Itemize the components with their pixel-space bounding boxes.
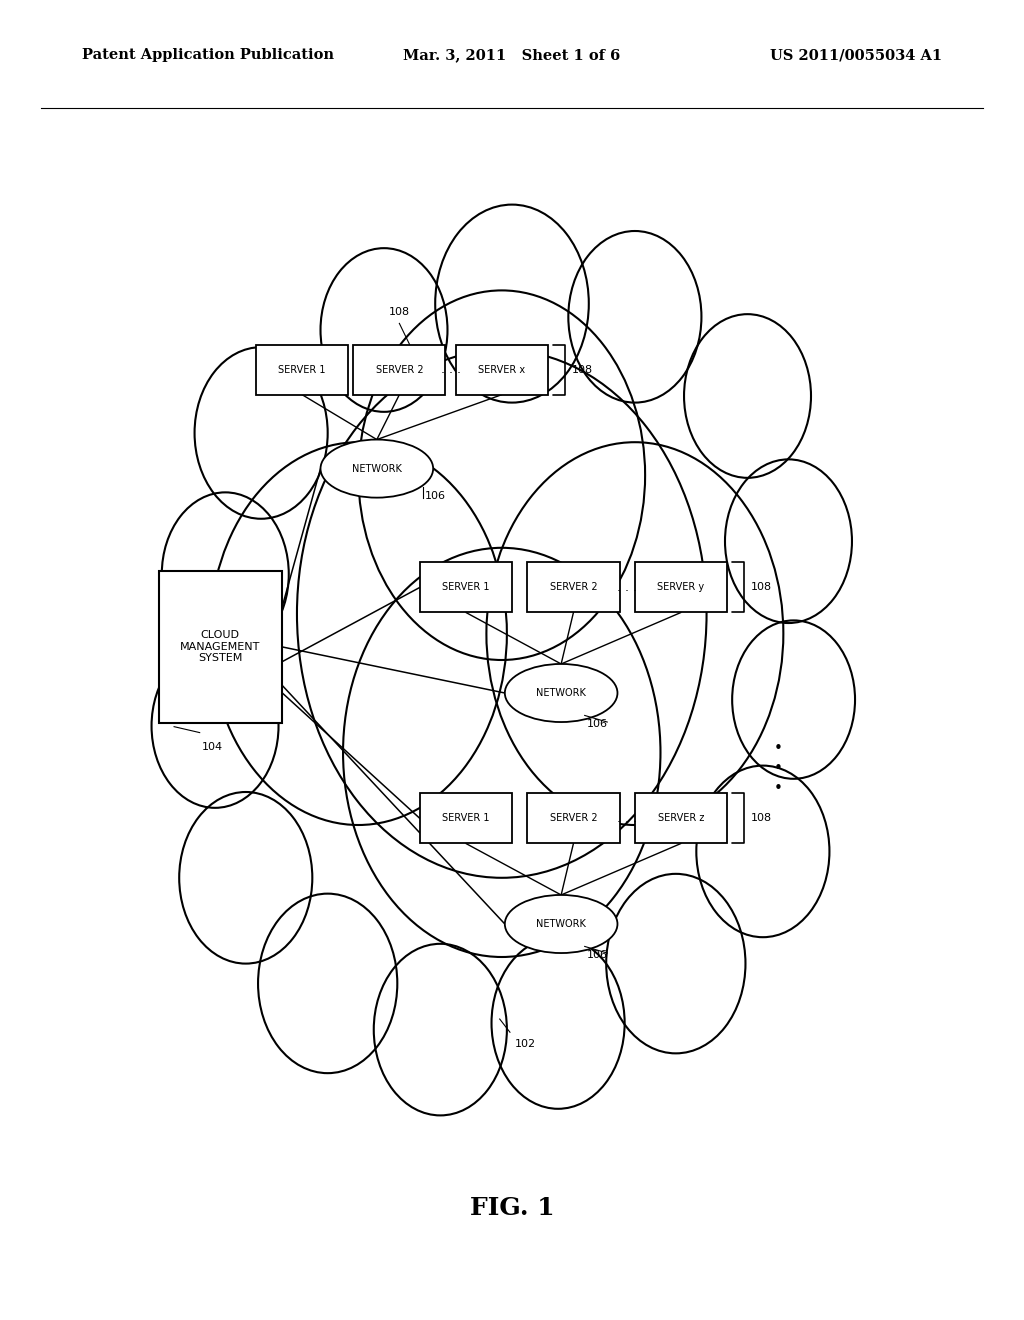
Text: 102: 102 [515, 1039, 537, 1049]
Text: SERVER 1: SERVER 1 [442, 582, 489, 593]
Text: Patent Application Publication: Patent Application Publication [82, 49, 334, 62]
Text: 108: 108 [571, 364, 593, 375]
Text: SERVER 2: SERVER 2 [550, 813, 597, 824]
Text: •: • [774, 780, 782, 796]
Text: . . .: . . . [440, 363, 461, 376]
Ellipse shape [505, 895, 617, 953]
FancyBboxPatch shape [635, 562, 727, 612]
Text: SERVER z: SERVER z [657, 813, 705, 824]
Text: 104: 104 [202, 742, 223, 752]
Text: NETWORK: NETWORK [537, 688, 586, 698]
Text: . . .: . . . [617, 812, 637, 825]
Text: 106: 106 [587, 719, 608, 730]
Ellipse shape [505, 664, 617, 722]
FancyBboxPatch shape [527, 562, 620, 612]
Text: . . .: . . . [617, 581, 637, 594]
Text: 108: 108 [751, 813, 772, 824]
Text: 108: 108 [389, 306, 410, 317]
FancyBboxPatch shape [635, 793, 727, 843]
FancyBboxPatch shape [527, 793, 620, 843]
Text: SERVER y: SERVER y [657, 582, 705, 593]
Text: SERVER 2: SERVER 2 [376, 364, 423, 375]
Text: SERVER 1: SERVER 1 [279, 364, 326, 375]
FancyBboxPatch shape [420, 793, 512, 843]
Text: •: • [774, 760, 782, 776]
Text: 108: 108 [751, 582, 772, 593]
Text: FIG. 1: FIG. 1 [470, 1196, 554, 1220]
Text: NETWORK: NETWORK [352, 463, 401, 474]
Text: SERVER 2: SERVER 2 [550, 582, 597, 593]
Text: SERVER x: SERVER x [478, 364, 525, 375]
Text: Mar. 3, 2011   Sheet 1 of 6: Mar. 3, 2011 Sheet 1 of 6 [403, 49, 621, 62]
Text: US 2011/0055034 A1: US 2011/0055034 A1 [770, 49, 942, 62]
FancyBboxPatch shape [159, 570, 282, 722]
Ellipse shape [321, 440, 433, 498]
FancyBboxPatch shape [456, 345, 548, 395]
FancyBboxPatch shape [420, 562, 512, 612]
Text: NETWORK: NETWORK [537, 919, 586, 929]
Text: 106: 106 [587, 950, 608, 961]
FancyBboxPatch shape [256, 345, 348, 395]
Text: SERVER 1: SERVER 1 [442, 813, 489, 824]
FancyBboxPatch shape [353, 345, 445, 395]
Text: 106: 106 [425, 491, 446, 502]
Text: •: • [774, 741, 782, 756]
Text: CLOUD
MANAGEMENT
SYSTEM: CLOUD MANAGEMENT SYSTEM [180, 630, 260, 664]
